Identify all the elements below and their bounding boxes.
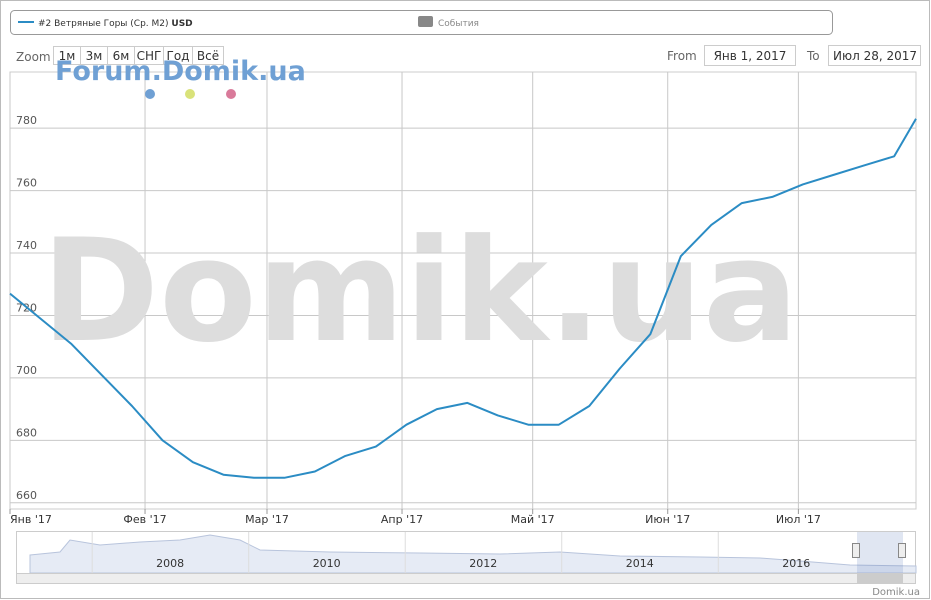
series-unit: USD: [171, 19, 192, 29]
to-label: To: [806, 49, 820, 63]
zoom-button[interactable]: [192, 46, 224, 65]
credit[interactable]: Domik.ua: [872, 587, 920, 598]
to-input[interactable]: [828, 45, 921, 66]
navigator-tick-label: 2010: [313, 557, 341, 570]
x-tick-label: Май '17: [511, 513, 555, 526]
to-value: Июл 28, 2017: [833, 49, 917, 63]
dot: [226, 89, 236, 99]
x-tick-label: Апр '17: [381, 513, 423, 526]
watermark-small: Forum.Domik.ua: [55, 56, 306, 87]
from-input[interactable]: [704, 45, 796, 66]
dot: [185, 89, 195, 99]
zoom-button-label: СНГ: [137, 49, 162, 63]
y-tick-label: 740: [16, 239, 37, 252]
zoom-button-label: 3м: [86, 49, 103, 63]
watermark: Domik.ua: [41, 209, 798, 374]
navigator-tick-label: 2012: [469, 557, 497, 570]
x-tick-label: Июл '17: [776, 513, 821, 526]
zoom-label: Zoom: [16, 50, 51, 64]
y-tick-label: 700: [16, 364, 37, 377]
y-tick-label: 780: [16, 114, 37, 127]
x-tick-label: Мар '17: [245, 513, 289, 526]
zoom-button-label: 6м: [113, 49, 130, 63]
from-label: From: [667, 49, 697, 63]
y-tick-label: 760: [16, 177, 37, 190]
series-name: #2 Ветряные Горы (Ср. М2): [38, 19, 169, 29]
series-line: [9, 118, 917, 479]
navigator-tick-label: 2016: [782, 557, 810, 570]
zoom-button-label: Всё: [197, 49, 219, 63]
navigator-handle[interactable]: [852, 543, 860, 558]
scrollbar[interactable]: [16, 573, 916, 584]
navigator-handle[interactable]: [898, 543, 906, 558]
dot: [145, 89, 155, 99]
from-value: Янв 1, 2017: [714, 49, 787, 63]
y-tick-label: 680: [16, 426, 37, 439]
zoom-button-label: Год: [167, 49, 190, 63]
events-legend[interactable]: События: [438, 19, 479, 29]
scrollbar-thumb[interactable]: [857, 574, 903, 583]
plot: [9, 118, 917, 479]
navigator-tick-label: 2008: [156, 557, 184, 570]
events-swatch: [418, 16, 433, 27]
navigator-area: [29, 534, 917, 574]
x-tick-label: Янв '17: [10, 513, 52, 526]
zoom-button-label: 1м: [59, 49, 76, 63]
x-tick-label: Июн '17: [645, 513, 690, 526]
zoom-buttons: 1м 3м 6м СНГ Год Всё: [53, 46, 224, 65]
y-tick-label: 660: [16, 489, 37, 502]
navigator-mask: [857, 532, 903, 573]
navigator-axis: 2008 2010 2012 2014 2016: [91, 532, 810, 573]
navigator-tick-label: 2014: [626, 557, 654, 570]
x-tick-label: Фев '17: [123, 513, 166, 526]
legend-series[interactable]: #2 Ветряные Горы (Ср. М2) USD: [38, 19, 193, 29]
